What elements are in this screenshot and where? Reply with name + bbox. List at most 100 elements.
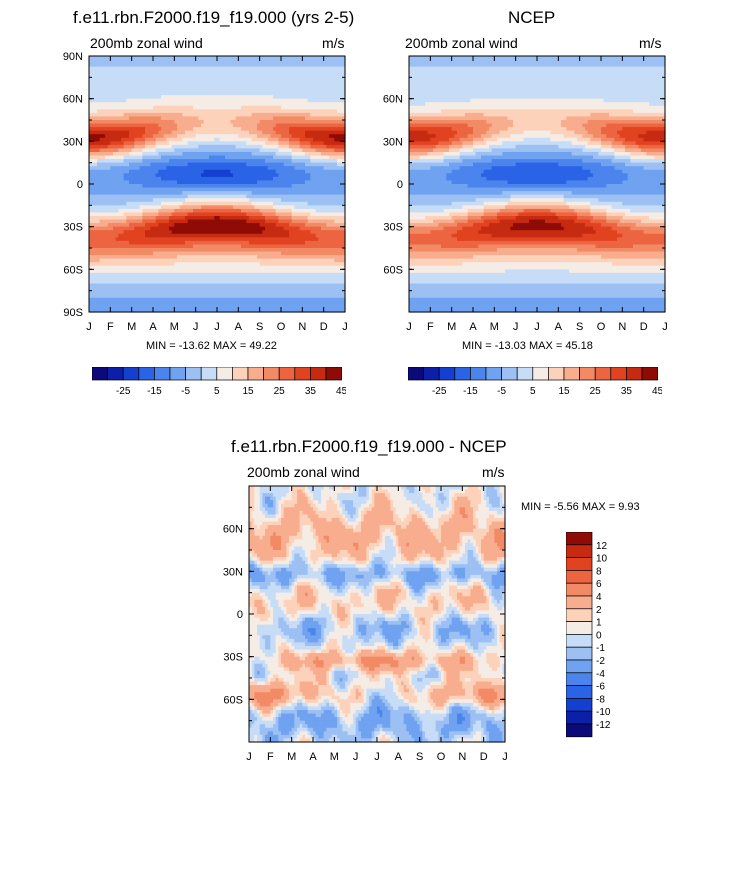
field-cell (166, 80, 170, 86)
field-cell (137, 120, 141, 125)
field-cell (182, 237, 186, 242)
field-cell (211, 159, 215, 164)
field-cell (177, 105, 181, 110)
field-cell (171, 223, 175, 228)
field-cell (145, 176, 149, 182)
field-cell (105, 212, 109, 217)
field-cell (177, 223, 181, 228)
field-cell (278, 237, 282, 242)
field-cell (190, 84, 194, 89)
field-cell (307, 159, 311, 164)
field-cell (227, 162, 231, 167)
field-cell (166, 77, 170, 82)
field-cell (134, 205, 138, 210)
field-cell (195, 144, 199, 150)
field-cell (155, 77, 159, 82)
field-cell (227, 127, 231, 132)
field-cell (201, 187, 205, 192)
field-cell (339, 116, 343, 121)
field-cell (233, 216, 237, 221)
field-cell (278, 127, 282, 132)
field-cell (137, 123, 141, 128)
field-cell (203, 102, 207, 107)
field-cell (305, 219, 309, 224)
field-cell (185, 56, 189, 61)
field-cell (222, 123, 226, 128)
field-cell (137, 152, 141, 157)
field-cell (206, 152, 210, 157)
field-cell (289, 155, 293, 160)
field-cell (134, 216, 138, 221)
field-cell (310, 77, 314, 82)
field-cell (249, 73, 253, 78)
field-cell (331, 109, 335, 114)
field-cell (326, 91, 330, 96)
field-cell (321, 169, 325, 174)
field-cell (153, 148, 157, 153)
field-cell (305, 201, 309, 206)
field-cell (329, 141, 333, 146)
field-cell (118, 73, 122, 78)
field-cell (209, 144, 213, 150)
field-cell (153, 66, 157, 71)
field-cell (329, 56, 333, 61)
field-cell (238, 84, 242, 89)
field-cell (262, 95, 266, 100)
field-cell (118, 166, 122, 171)
field-cell (337, 127, 341, 132)
field-cell (302, 137, 306, 142)
field-cell (150, 73, 154, 78)
field-cell (334, 98, 338, 103)
field-cell (150, 123, 154, 128)
field-cell (153, 63, 157, 68)
field-cell (145, 187, 149, 192)
field-cell (241, 201, 245, 206)
field-cell (323, 127, 327, 132)
field-cell (329, 112, 333, 118)
field-cell (302, 59, 306, 64)
field-cell (147, 166, 151, 171)
field-cell (110, 194, 114, 199)
field-cell (118, 162, 122, 167)
field-cell (107, 194, 111, 199)
field-cell (217, 105, 221, 110)
field-cell (214, 233, 218, 238)
field-cell (147, 109, 151, 114)
field-cell (153, 159, 157, 164)
field-cell (179, 141, 183, 146)
field-cell (193, 59, 197, 64)
field-cell (286, 137, 290, 142)
field-cell (267, 77, 271, 82)
field-cell (145, 194, 149, 199)
field-cell (195, 66, 199, 71)
field-cell (150, 70, 154, 75)
field-cell (182, 137, 186, 142)
field-cell (198, 91, 202, 96)
field-cell (270, 127, 274, 132)
field-cell (334, 223, 338, 228)
field-cell (246, 105, 250, 110)
field-cell (302, 201, 306, 206)
field-cell (254, 123, 258, 128)
field-cell (190, 105, 194, 110)
field-cell (294, 198, 298, 203)
field-cell (139, 201, 143, 206)
field-cell (206, 137, 210, 142)
field-cell (315, 98, 319, 103)
field-cell (89, 91, 93, 96)
field-cell (99, 166, 103, 171)
field-cell (166, 226, 170, 231)
field-cell (305, 187, 309, 192)
field-cell (203, 112, 207, 118)
field-cell (225, 176, 229, 182)
field-cell (313, 191, 317, 196)
field-cell (217, 148, 221, 153)
field-cell (323, 148, 327, 153)
field-cell (326, 88, 330, 93)
field-cell (302, 180, 306, 185)
field-cell (254, 56, 258, 61)
field-cell (225, 80, 229, 86)
field-cell (230, 112, 234, 118)
field-cell (278, 159, 282, 164)
field-cell (97, 88, 101, 93)
